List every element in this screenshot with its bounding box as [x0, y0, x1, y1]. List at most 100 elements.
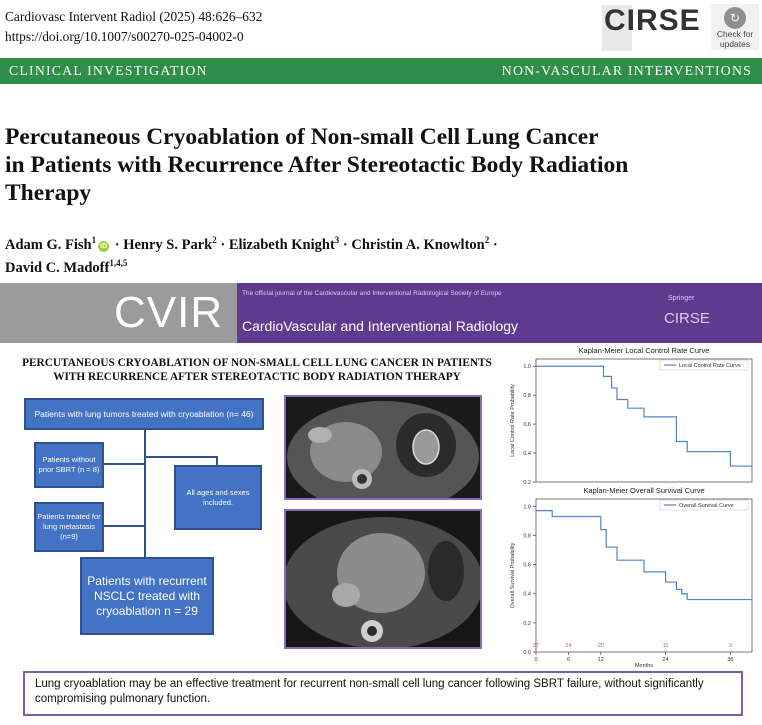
- x-tick-label: 36: [727, 657, 733, 663]
- flow-box-text: Patients with lung tumors treated with c…: [34, 409, 254, 419]
- author-name[interactable]: David C. Madoff: [5, 259, 110, 276]
- x-axis-label: Months: [635, 663, 653, 669]
- chart-overall-survival: Kaplan-Meier Overall Survival Curve 0.0 0.…: [500, 487, 762, 670]
- y-tick-label: 0.2: [523, 621, 531, 627]
- check-for-updates-line1: Check for: [716, 29, 754, 39]
- graphical-abstract-title: PERCUTANEOUS CRYOABLATION OF NON-SMALL C…: [0, 356, 514, 384]
- paper-title-line-2: in Patients with Recurrence After Stereo…: [5, 152, 629, 178]
- chart-plot-frame: [535, 498, 753, 653]
- legend-label: Local Control Rate Curve: [679, 363, 741, 369]
- graphical-abstract-banner: CVIR The official journal of the Cardiov…: [0, 283, 762, 343]
- flow-box-final-cohort: Patients with recurrent NSCLC treated wi…: [80, 557, 214, 635]
- author-name[interactable]: Christin A. Knowlton: [351, 236, 485, 253]
- chart-title: Kaplan-Meier Local Control Rate Curve: [579, 346, 710, 355]
- paper-title-line-1: Percutaneous Cryoablation of Non-small C…: [5, 124, 599, 150]
- author-affiliation: 2: [212, 235, 217, 245]
- article-type-label: CLINICAL INVESTIGATION: [9, 63, 208, 78]
- flow-connector: [104, 463, 144, 465]
- flow-box-text: Patients without prior SBRT (n = 8): [38, 455, 100, 474]
- chart-plot-frame: [535, 358, 753, 483]
- x-tick-label: 24: [663, 657, 669, 663]
- y-tick-label: 1.0: [523, 504, 531, 510]
- article-category-label: NON-VASCULAR INTERVENTIONS: [501, 63, 752, 78]
- paper-title-line-3: Therapy: [5, 180, 92, 206]
- y-axis-label: Overall Survival Probability: [510, 542, 516, 608]
- orcid-icon[interactable]: iD: [98, 240, 110, 252]
- ct-image-lower: [284, 509, 482, 649]
- y-tick-label: 0.8: [523, 393, 531, 399]
- author-name[interactable]: Adam G. Fish: [5, 236, 92, 253]
- flow-box-no-sbrt: Patients without prior SBRT (n = 8): [34, 442, 104, 488]
- y-axis-label: Local Control Rate Probability: [510, 384, 516, 457]
- y-tick-label: 0.6: [523, 563, 531, 569]
- local-control-km-chart: Kaplan-Meier Local Control Rate Curve 0.2…: [510, 346, 753, 486]
- cirse-logo: CIRSE: [602, 2, 701, 54]
- flow-connector: [216, 456, 218, 465]
- at-risk-count: 24: [565, 643, 571, 649]
- legend-label: Overall Survival Curve: [679, 503, 734, 509]
- y-tick-label: 0.6: [523, 422, 531, 428]
- y-tick-label: 0.2: [523, 480, 531, 486]
- paper-title: Percutaneous Cryoablation of Non-small C…: [5, 123, 705, 207]
- author-separator: ·: [342, 236, 348, 253]
- flow-connector: [144, 456, 218, 458]
- check-for-updates-icon: ↻: [724, 7, 746, 29]
- banner-light-panel: [0, 283, 237, 343]
- y-tick-label: 1.0: [523, 364, 531, 370]
- ga-title-line-2: WITH RECURRENCE AFTER STEREOTACTIC BODY …: [53, 371, 461, 383]
- ct-image-upper: [284, 395, 482, 500]
- graphical-abstract-conclusion: Lung cryoablation may be an effective tr…: [23, 671, 743, 716]
- at-risk-count: 27: [533, 643, 539, 649]
- km-step-line: [536, 365, 752, 467]
- cirse-logo-text: CIRSE: [604, 4, 701, 37]
- cirse-logo-bar: [602, 5, 632, 51]
- author-separator: ·: [114, 236, 120, 253]
- author-separator: ·: [220, 236, 226, 253]
- y-tick-label: 0.4: [523, 451, 531, 457]
- banner-cirse-logo: CIRSE: [664, 310, 710, 327]
- ga-title-line-1: PERCUTANEOUS CRYOABLATION OF NON-SMALL C…: [22, 357, 492, 369]
- legend-box: [659, 499, 749, 511]
- check-for-updates-line2: updates: [719, 39, 751, 49]
- flow-box-all-patients: Patients with lung tumors treated with c…: [24, 398, 264, 430]
- author-list: Adam G. Fish1iD · Henry S. Park2 · Eliza…: [5, 231, 705, 277]
- flow-box-ages: All ages and sexes included.: [174, 465, 262, 530]
- flow-box-metastasis: Patients treated for lung metastasis (n=…: [34, 502, 104, 552]
- author-affiliation: 2: [484, 235, 490, 245]
- author-affiliation: 3: [334, 235, 340, 245]
- ct-scan-illustration: [286, 397, 480, 498]
- km-step-line: [536, 510, 752, 601]
- author-name[interactable]: Elizabeth Knight: [228, 236, 335, 253]
- x-tick-label: 12: [598, 657, 604, 663]
- ct-scan-illustration: [286, 511, 480, 647]
- section-band: CLINICAL INVESTIGATION NON-VASCULAR INTE…: [0, 58, 762, 84]
- x-tick-label: 6: [567, 657, 570, 663]
- doi-link[interactable]: https://doi.org/10.1007/s00270-025-04002…: [5, 29, 244, 44]
- flow-box-text: All ages and sexes included.: [186, 487, 250, 507]
- cvir-journal-name: CardioVascular and Interventional Radiol…: [242, 318, 519, 334]
- legend-box: [659, 359, 749, 371]
- springer-logo: Springer: [668, 295, 695, 302]
- flow-box-text: Patients with recurrent NSCLC treated wi…: [87, 573, 207, 618]
- flow-connector: [104, 525, 144, 527]
- flow-box-text: Patients treated for lung metastasis (n=…: [37, 512, 101, 541]
- at-risk-count: 11: [663, 643, 669, 649]
- at-risk-count: 20: [598, 643, 604, 649]
- cvir-tagline: The official journal of the Cardiovascul…: [242, 290, 502, 297]
- y-tick-label: 0.0: [523, 650, 531, 656]
- at-risk-count: 3: [729, 643, 732, 649]
- author-separator: ·: [492, 236, 498, 253]
- citation-text: Cardiovasc Intervent Radiol (2025) 48:62…: [5, 9, 263, 24]
- author-name[interactable]: Henry S. Park: [123, 236, 213, 253]
- check-for-updates-badge[interactable]: ↻ Check for updates: [711, 4, 759, 50]
- y-tick-label: 0.8: [523, 533, 531, 539]
- cvir-logo: CVIR: [114, 288, 224, 337]
- chart-local-control: Kaplan-Meier Local Control Rate Curve 0.2…: [500, 345, 762, 490]
- x-tick-label: 0: [534, 657, 537, 663]
- overall-survival-km-chart: Kaplan-Meier Overall Survival Curve 0.0 0.…: [510, 487, 753, 669]
- journal-citation-block: Cardiovasc Intervent Radiol (2025) 48:62…: [5, 7, 262, 47]
- author-affiliation: 1: [91, 235, 97, 245]
- chart-title: Kaplan-Meier Overall Survival Curve: [583, 487, 704, 495]
- author-affiliation: 1,4,5: [109, 257, 128, 268]
- flow-connector: [144, 430, 146, 557]
